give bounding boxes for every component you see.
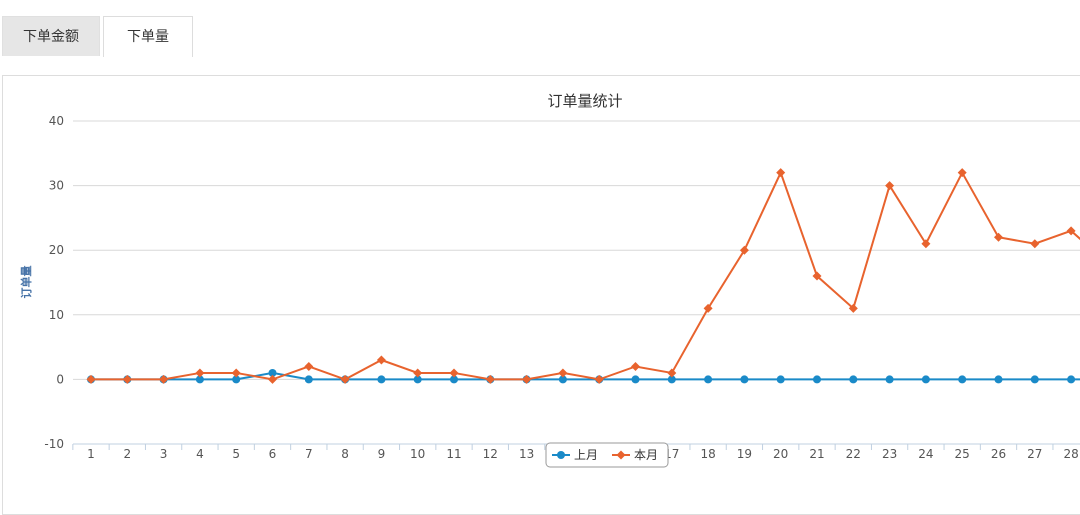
data-point[interactable]: [704, 304, 713, 313]
data-point[interactable]: [958, 375, 966, 383]
x-tick-label: 19: [737, 447, 752, 461]
data-point[interactable]: [632, 375, 640, 383]
data-point[interactable]: [413, 368, 422, 377]
data-point[interactable]: [1031, 375, 1039, 383]
legend[interactable]: 上月 本月: [546, 443, 668, 467]
x-tick-label: 6: [269, 447, 277, 461]
x-tick-label: 2: [123, 447, 131, 461]
x-tick-label: 10: [410, 447, 425, 461]
y-tick-label: 30: [49, 179, 64, 193]
data-point[interactable]: [450, 368, 459, 377]
x-tick-label: 4: [196, 447, 204, 461]
data-point[interactable]: [667, 368, 676, 377]
x-tick-label: 23: [882, 447, 897, 461]
y-tick-label: 0: [56, 372, 64, 386]
data-point[interactable]: [885, 181, 894, 190]
data-point[interactable]: [1067, 375, 1075, 383]
data-point[interactable]: [922, 375, 930, 383]
data-point[interactable]: [921, 239, 930, 248]
data-point[interactable]: [232, 368, 241, 377]
data-point[interactable]: [305, 375, 313, 383]
data-point[interactable]: [341, 375, 350, 384]
y-axis-label: 订单量: [19, 266, 33, 299]
data-point[interactable]: [704, 375, 712, 383]
data-point[interactable]: [522, 375, 531, 384]
y-tick-label: 40: [49, 114, 64, 128]
data-point[interactable]: [486, 375, 495, 384]
data-point[interactable]: [595, 375, 604, 384]
data-point[interactable]: [813, 375, 821, 383]
data-point[interactable]: [304, 362, 313, 371]
x-tick-label: 18: [700, 447, 715, 461]
data-point[interactable]: [377, 375, 385, 383]
data-point[interactable]: [1030, 239, 1039, 248]
x-tick-label: 13: [519, 447, 534, 461]
data-point[interactable]: [776, 168, 785, 177]
grid-lines: [73, 121, 1080, 444]
x-tick-label: 25: [955, 447, 970, 461]
x-tick-label: 24: [918, 447, 933, 461]
data-point[interactable]: [123, 375, 132, 384]
y-axis-ticks: -10 0 10 20 30 40: [44, 114, 64, 451]
x-tick-label: 8: [341, 447, 349, 461]
data-point[interactable]: [849, 375, 857, 383]
legend-label[interactable]: 上月: [574, 448, 598, 462]
data-point[interactable]: [268, 375, 277, 384]
data-point[interactable]: [87, 375, 96, 384]
x-tick-label: 9: [378, 447, 386, 461]
data-point[interactable]: [886, 375, 894, 383]
data-point[interactable]: [958, 168, 967, 177]
x-tick-label: 28: [1063, 447, 1078, 461]
x-tick-label: 11: [446, 447, 461, 461]
x-tick-label: 26: [991, 447, 1006, 461]
x-tick-label: 12: [483, 447, 498, 461]
x-tick-label: 1: [87, 447, 95, 461]
x-tick-label: 20: [773, 447, 788, 461]
data-point[interactable]: [159, 375, 168, 384]
x-tick-label: 5: [232, 447, 240, 461]
x-tick-label: 21: [809, 447, 824, 461]
x-tick-label: 7: [305, 447, 313, 461]
legend-label[interactable]: 本月: [634, 448, 658, 462]
x-tick-label: 22: [846, 447, 861, 461]
y-tick-label: 20: [49, 243, 64, 257]
data-point[interactable]: [558, 368, 567, 377]
chart-title: 订单量统计: [547, 92, 622, 110]
legend-marker: [557, 451, 565, 459]
data-point[interactable]: [740, 375, 748, 383]
series-layer: [87, 168, 1080, 384]
x-tick-label: 27: [1027, 447, 1042, 461]
data-point[interactable]: [777, 375, 785, 383]
x-tick-label: 3: [160, 447, 168, 461]
data-point[interactable]: [994, 233, 1003, 242]
data-point[interactable]: [377, 356, 386, 365]
data-point[interactable]: [995, 375, 1003, 383]
series-line-1: [91, 173, 1080, 380]
y-tick-label: 10: [49, 308, 64, 322]
data-point[interactable]: [631, 362, 640, 371]
data-point[interactable]: [195, 368, 204, 377]
y-tick-label: -10: [44, 437, 64, 451]
data-point[interactable]: [740, 246, 749, 255]
